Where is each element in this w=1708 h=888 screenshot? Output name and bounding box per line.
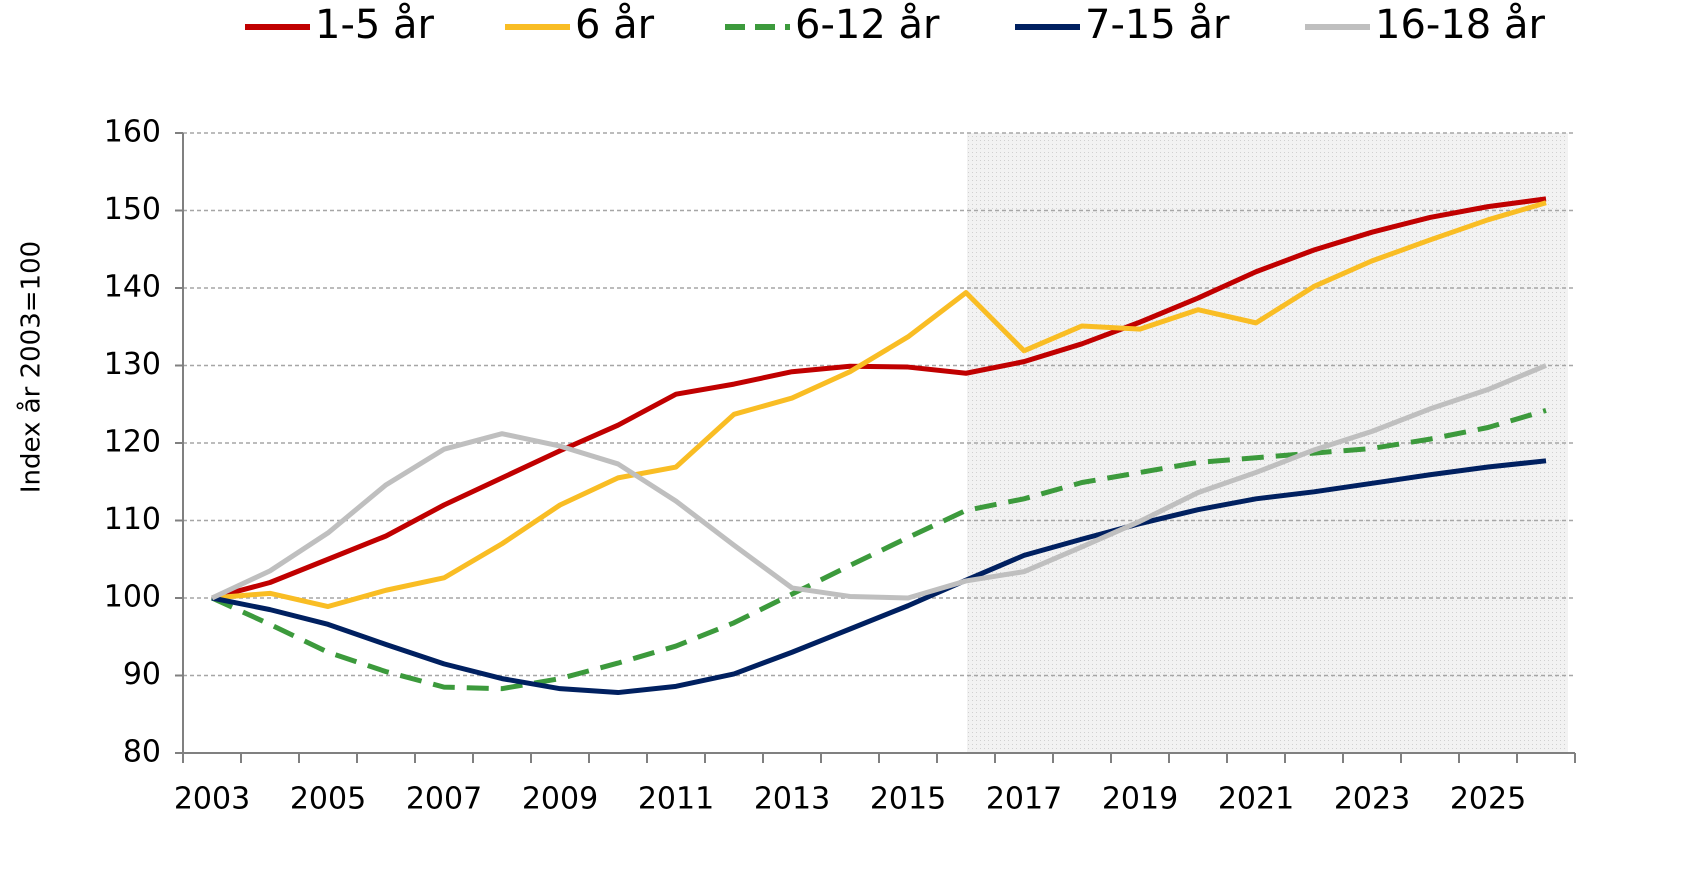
x-tick-label: 2007 xyxy=(406,782,482,817)
legend-label: 6-12 år xyxy=(795,2,940,48)
x-tick-label: 2005 xyxy=(290,782,366,817)
forecast-shading xyxy=(967,133,1568,753)
y-tick-label: 90 xyxy=(123,657,161,692)
y-tick-label: 130 xyxy=(104,347,161,382)
legend-label: 1-5 år xyxy=(315,2,435,48)
x-tick-label: 2023 xyxy=(1334,782,1410,817)
legend-label: 7-15 år xyxy=(1085,2,1230,48)
x-tick-label: 2019 xyxy=(1102,782,1178,817)
y-tick-label: 150 xyxy=(104,192,161,227)
legend-label: 16-18 år xyxy=(1375,2,1545,48)
y-tick-label: 80 xyxy=(123,735,161,770)
series-line xyxy=(211,200,1547,610)
series-line xyxy=(210,408,1547,692)
x-tick-label: 2015 xyxy=(870,782,946,817)
series-line xyxy=(210,363,1547,601)
series-line xyxy=(211,458,1547,696)
x-tick-label: 2011 xyxy=(638,782,714,817)
y-tick-label: 120 xyxy=(104,425,161,460)
y-axis-label: Index år 2003=100 xyxy=(16,241,47,493)
series-line xyxy=(211,196,1547,601)
y-tick-label: 140 xyxy=(104,270,161,305)
x-tick-label: 2021 xyxy=(1218,782,1294,817)
x-tick-label: 2009 xyxy=(522,782,598,817)
x-tick-label: 2017 xyxy=(986,782,1062,817)
y-tick-label: 160 xyxy=(104,115,161,150)
legend-label: 6 år xyxy=(575,2,655,48)
x-tick-label: 2003 xyxy=(174,782,250,817)
x-tick-label: 2013 xyxy=(754,782,830,817)
x-tick-label: 2025 xyxy=(1450,782,1526,817)
y-tick-label: 110 xyxy=(104,502,161,537)
y-tick-label: 100 xyxy=(104,580,161,615)
